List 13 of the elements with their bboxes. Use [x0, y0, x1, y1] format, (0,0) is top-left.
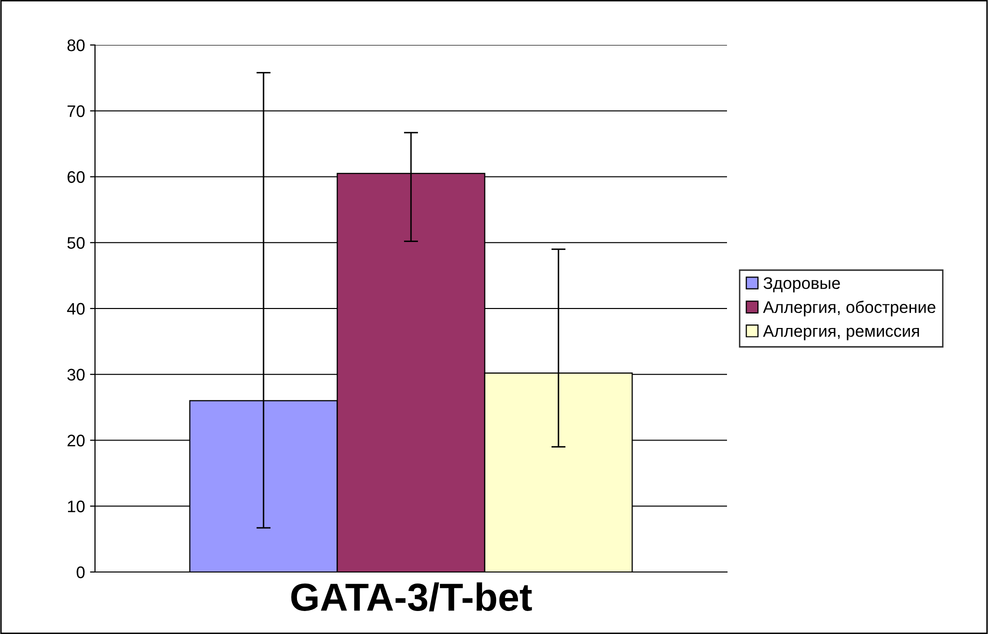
- y-tick-label: 10: [68, 500, 85, 512]
- y-tick-label: 70: [68, 105, 85, 118]
- legend-label: Аллергия, ремиссия: [763, 325, 919, 340]
- legend-label: Аллергия, обострение: [763, 300, 936, 316]
- x-axis-title: GATA-3/T-bet: [291, 582, 532, 612]
- y-tick-label: 50: [67, 237, 85, 249]
- y-tick-label: 20: [68, 434, 85, 446]
- legend-label: Здоровые: [764, 277, 840, 292]
- y-tick-label: 80: [67, 39, 85, 52]
- y-tick-label: 60: [68, 171, 85, 183]
- y-tick-label: 0: [76, 566, 85, 578]
- y-tick-label: 40: [67, 302, 85, 315]
- y-tick-label: 30: [67, 368, 85, 381]
